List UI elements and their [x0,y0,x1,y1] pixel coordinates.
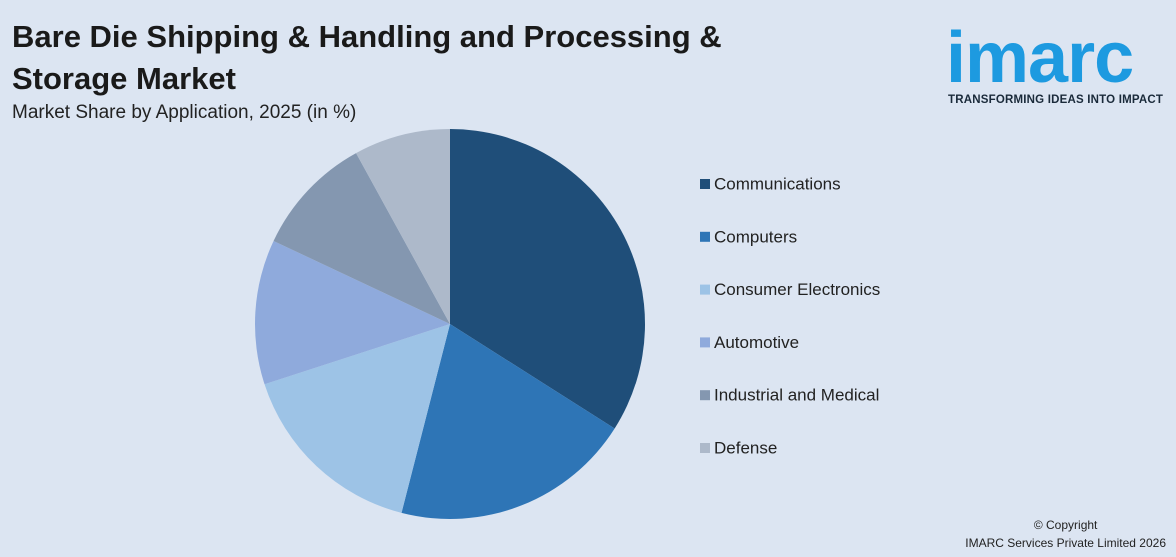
chart-subtitle: Market Share by Application, 2025 (in %) [12,102,357,123]
legend-label: Consumer Electronics [714,280,880,299]
pie-slice [356,129,450,324]
footer: © Copyright IMARC Services Private Limit… [965,516,1166,552]
legend-label: Industrial and Medical [714,386,879,405]
legend-swatch [700,390,710,401]
legend-label: Communications [714,174,841,193]
legend-label: Defense [714,438,777,457]
legend-label: Automotive [714,333,799,352]
legend-swatch [700,231,710,242]
company: IMARC Services Private Limited 2026 [965,536,1166,550]
pie-slice [401,324,615,519]
legend-label: Computers [714,227,797,246]
copyright: © Copyright [1033,518,1098,532]
legend-swatch [700,284,710,295]
pie-slice [273,153,450,324]
chart-title: Bare Die Shipping & Handling and Process… [12,19,722,96]
logo: imarc [946,18,1134,98]
logo-tagline: TRANSFORMING IDEAS INTO IMPACT [948,94,1164,106]
pie-slice [264,324,450,513]
pie-slice [450,129,645,429]
pie-slice [255,240,450,385]
legend-swatch [700,443,710,453]
legend-swatch [700,337,710,348]
legend-swatch [700,179,710,189]
